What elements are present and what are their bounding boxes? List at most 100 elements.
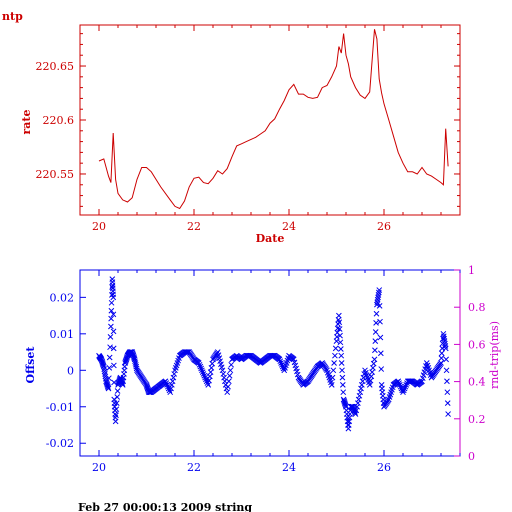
offset-point-interp [133, 365, 140, 372]
offset-point-interp [368, 373, 375, 380]
offset-point-interp [226, 372, 233, 379]
offset-point-interp [225, 378, 232, 385]
offset-xtick-label: 22 [187, 461, 201, 474]
rate-axis-ticks: 20 22 24 26 220.55 220.6 220.65 [36, 25, 461, 233]
rate-line [98, 29, 449, 210]
offset-point-interp [337, 339, 344, 346]
footer-timestamp: Feb 27 00:00:13 2009 string [78, 501, 252, 512]
offset-point-interp [165, 383, 171, 390]
offset-point-interp [198, 365, 204, 372]
offset-point-interp [111, 379, 117, 386]
offset-point-interp [337, 332, 343, 339]
offset-point [438, 360, 444, 366]
offset-point-interp [340, 389, 347, 396]
offset-point [162, 378, 169, 385]
offset-ytick-label: -0.01 [46, 401, 74, 414]
offset-point [108, 323, 114, 330]
offset-point-interp [338, 360, 345, 366]
rate-ylabel: rate [20, 109, 33, 134]
offset-point-interp [163, 380, 170, 386]
offset-point-interp [336, 319, 343, 326]
rtt-ytick-label: 0.2 [468, 413, 486, 426]
offset-point [224, 389, 231, 396]
offset-ytick-label: 0.01 [50, 328, 75, 341]
offset-point-interp [342, 402, 349, 409]
offset-point-interp [227, 367, 234, 374]
figure-title: ntp [2, 10, 23, 23]
offset-point-interp [330, 367, 337, 374]
offset-point-interp [113, 400, 120, 406]
offset-point-interp [339, 382, 346, 388]
rate-xtick-label: 24 [282, 220, 296, 233]
offset-point [195, 360, 202, 366]
offset-point-interp [339, 367, 345, 374]
offset-point-interp [106, 354, 113, 361]
offset-point-interp [225, 383, 231, 390]
offset-point-interp [209, 360, 216, 367]
offset-point-interp [206, 377, 212, 384]
offset-point-interp [107, 344, 113, 351]
rtt-ytick-label: 1 [468, 264, 475, 277]
offset-point-interp [228, 361, 235, 368]
offset-point [276, 356, 283, 363]
offset-point-interp [106, 375, 112, 382]
offset-point-interp [370, 365, 376, 371]
offset-point-interp [336, 326, 343, 332]
offset-xtick-label: 26 [377, 461, 391, 474]
offset-point-interp [377, 318, 383, 325]
offset-point-interp [107, 334, 114, 340]
offset-point-interp [199, 367, 205, 374]
offset-point-interp [372, 338, 379, 344]
offset-point-interp [329, 374, 336, 381]
offset-point-interp [438, 350, 445, 357]
offset-point [205, 382, 212, 388]
offset-point-interp [208, 365, 215, 371]
offset-point-interp [110, 328, 117, 335]
offset-point-interp [444, 389, 451, 396]
offset-point-interp [378, 366, 385, 372]
offset-point-interp [402, 383, 409, 390]
offset-point-interp [338, 346, 344, 352]
offset-point [328, 382, 335, 388]
offset-point [445, 411, 451, 417]
offset-point [336, 312, 342, 319]
offset-point-interp [207, 369, 214, 375]
offset-point-interp [370, 360, 377, 367]
rate-ytick-label: 220.65 [36, 60, 75, 73]
rate-plot-frame [79, 24, 461, 216]
offset-ylabel: Offset [24, 346, 37, 384]
offset-point-interp [444, 378, 450, 385]
offset-point-interp [199, 369, 206, 375]
offset-point-interp [201, 372, 208, 379]
offset-point-interp [369, 369, 375, 375]
offset-point [366, 382, 373, 388]
offset-point-interp [377, 334, 384, 341]
offset-point-interp [372, 329, 379, 335]
rate-series [98, 29, 449, 210]
offset-point-interp [396, 382, 403, 388]
offset-point-interp [278, 360, 284, 366]
offset-point [376, 287, 383, 293]
offset-point-interp [443, 367, 450, 374]
offset-point [371, 356, 378, 363]
offset-point-interp [339, 374, 346, 381]
offset-point [105, 385, 112, 392]
offset-point-interp [331, 360, 337, 366]
offset-point-interp [184, 349, 190, 355]
offset-point-interp [400, 387, 407, 394]
offset-point-interp [105, 384, 111, 391]
rate-ytick-label: 220.6 [43, 114, 75, 127]
offset-ytick-label: 0.02 [50, 291, 75, 304]
offset-point-interp [196, 361, 203, 368]
offset-point-interp [114, 388, 121, 394]
offset-point-interp [202, 374, 208, 381]
offset-point-interp [108, 315, 114, 322]
offset-point-interp [108, 299, 115, 306]
rtt-ytick-label: 0 [468, 450, 475, 463]
offset-point-interp [111, 362, 117, 369]
offset-point [110, 294, 117, 301]
offset-point [395, 378, 402, 385]
rate-xtick-label: 26 [377, 220, 391, 233]
offset-point [200, 371, 207, 377]
